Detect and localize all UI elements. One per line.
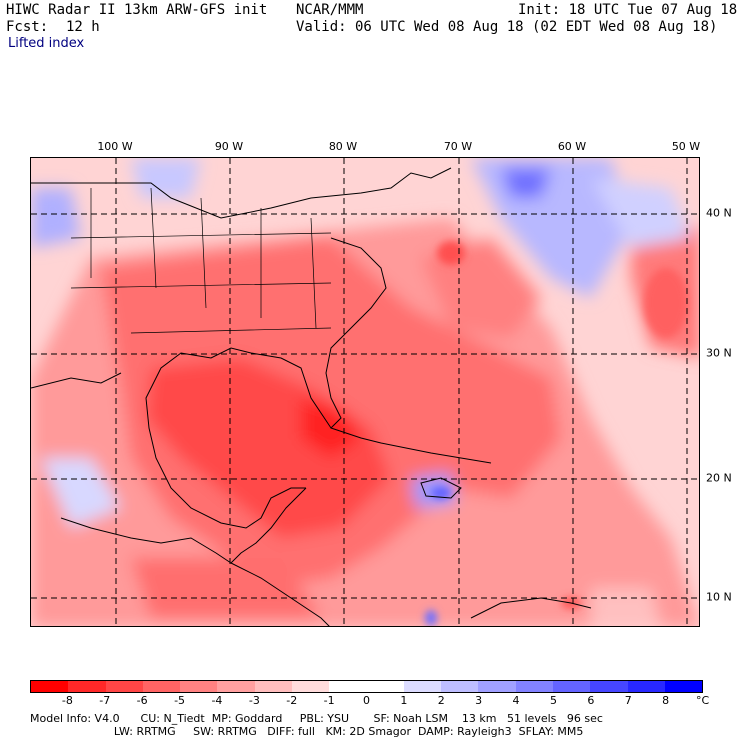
lon-label-50w: 50 W <box>671 140 701 153</box>
lat-label-20n: 20 N <box>706 471 732 485</box>
lon-label-80w: 80 W <box>328 140 358 153</box>
color-bar-tick-label: -4 <box>211 694 223 707</box>
color-bar-segment <box>403 681 442 692</box>
organization-label: NCAR/MMM <box>296 2 364 18</box>
color-bar-tick-label: 2 <box>437 694 445 707</box>
lon-label-70w: 70 W <box>443 140 473 153</box>
color-bar-tick-label: -3 <box>248 694 260 707</box>
color-bar-segment <box>31 681 69 692</box>
model-info-line-1: Model Info: V4.0 CU: N_Tiedt MP: Goddard… <box>30 712 603 725</box>
color-bar <box>30 680 703 693</box>
lon-label-90w: 90 W <box>214 140 244 153</box>
color-bar-tick-label: 8 <box>662 694 670 707</box>
color-bar-tick-label: -1 <box>323 694 335 707</box>
color-bar-segment <box>329 681 367 692</box>
color-bar-segment <box>105 681 143 692</box>
color-bar-tick-label: 6 <box>587 694 595 707</box>
state-borders <box>70 187 332 334</box>
color-bar-segment <box>478 681 516 692</box>
color-bar-tick-label: 4 <box>512 694 520 707</box>
lat-label-40n: 40 N <box>706 206 732 220</box>
color-bar-segment <box>664 681 703 692</box>
color-bar-tick-label: -7 <box>99 694 111 707</box>
color-bar-segment <box>552 681 591 692</box>
lon-label-100w: 100 W <box>97 140 133 153</box>
graticule <box>31 158 699 626</box>
lon-label-60w: 60 W <box>557 140 587 153</box>
lat-label-30n: 30 N <box>706 346 732 360</box>
color-bar-segment <box>627 681 665 692</box>
color-bar-segment <box>142 681 181 692</box>
color-bar-unit: °C <box>696 694 710 707</box>
color-bar-segment <box>68 681 106 692</box>
color-bar-segment <box>590 681 628 692</box>
color-bar-segment <box>180 681 218 692</box>
color-bar-tick-label: -6 <box>136 694 148 707</box>
color-bar-tick-label: 1 <box>400 694 408 707</box>
color-bar-tick-label: 3 <box>475 694 483 707</box>
init-time: Init: 18 UTC Tue 07 Aug 18 <box>518 2 738 18</box>
color-bar-segment <box>515 681 553 692</box>
lat-label-10n: 10 N <box>706 590 732 604</box>
run-title: HIWC Radar II 13km ARW-GFS init <box>6 2 268 18</box>
color-bar-segment <box>441 681 479 692</box>
color-bar-segment <box>366 681 404 692</box>
color-bar-tick-label: 0 <box>363 694 370 707</box>
color-bar-segment <box>217 681 255 692</box>
color-bar-tick-label: -8 <box>61 694 73 707</box>
color-bar-segment <box>291 681 330 692</box>
lifted-index-map <box>30 157 700 627</box>
forecast-label: Fcst: <box>6 19 49 35</box>
color-bar-tick-label: -2 <box>286 694 298 707</box>
color-bar-tick-label: -5 <box>174 694 186 707</box>
color-bar-tick-label: 5 <box>549 694 557 707</box>
forecast-hour: 12 h <box>66 19 100 35</box>
color-bar-tick-label: 7 <box>624 694 632 707</box>
model-info-line-2: LW: RRTMG SW: RRTMG DIFF: full KM: 2D Sm… <box>30 725 584 738</box>
color-bar-segment <box>254 681 292 692</box>
field-name: Lifted index <box>8 36 85 51</box>
coastlines <box>31 167 592 626</box>
valid-time: Valid: 06 UTC Wed 08 Aug 18 (02 EDT Wed … <box>296 19 718 35</box>
